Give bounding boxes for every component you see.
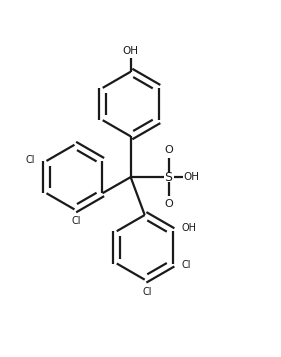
Text: O: O (164, 145, 173, 155)
Text: OH: OH (123, 46, 139, 56)
Text: OH: OH (181, 223, 196, 233)
Text: S: S (165, 171, 173, 183)
Text: Cl: Cl (71, 216, 81, 226)
Text: O: O (164, 199, 173, 209)
Text: Cl: Cl (26, 155, 35, 165)
Text: Cl: Cl (143, 287, 152, 297)
Text: Cl: Cl (181, 260, 191, 270)
Text: OH: OH (184, 172, 200, 182)
